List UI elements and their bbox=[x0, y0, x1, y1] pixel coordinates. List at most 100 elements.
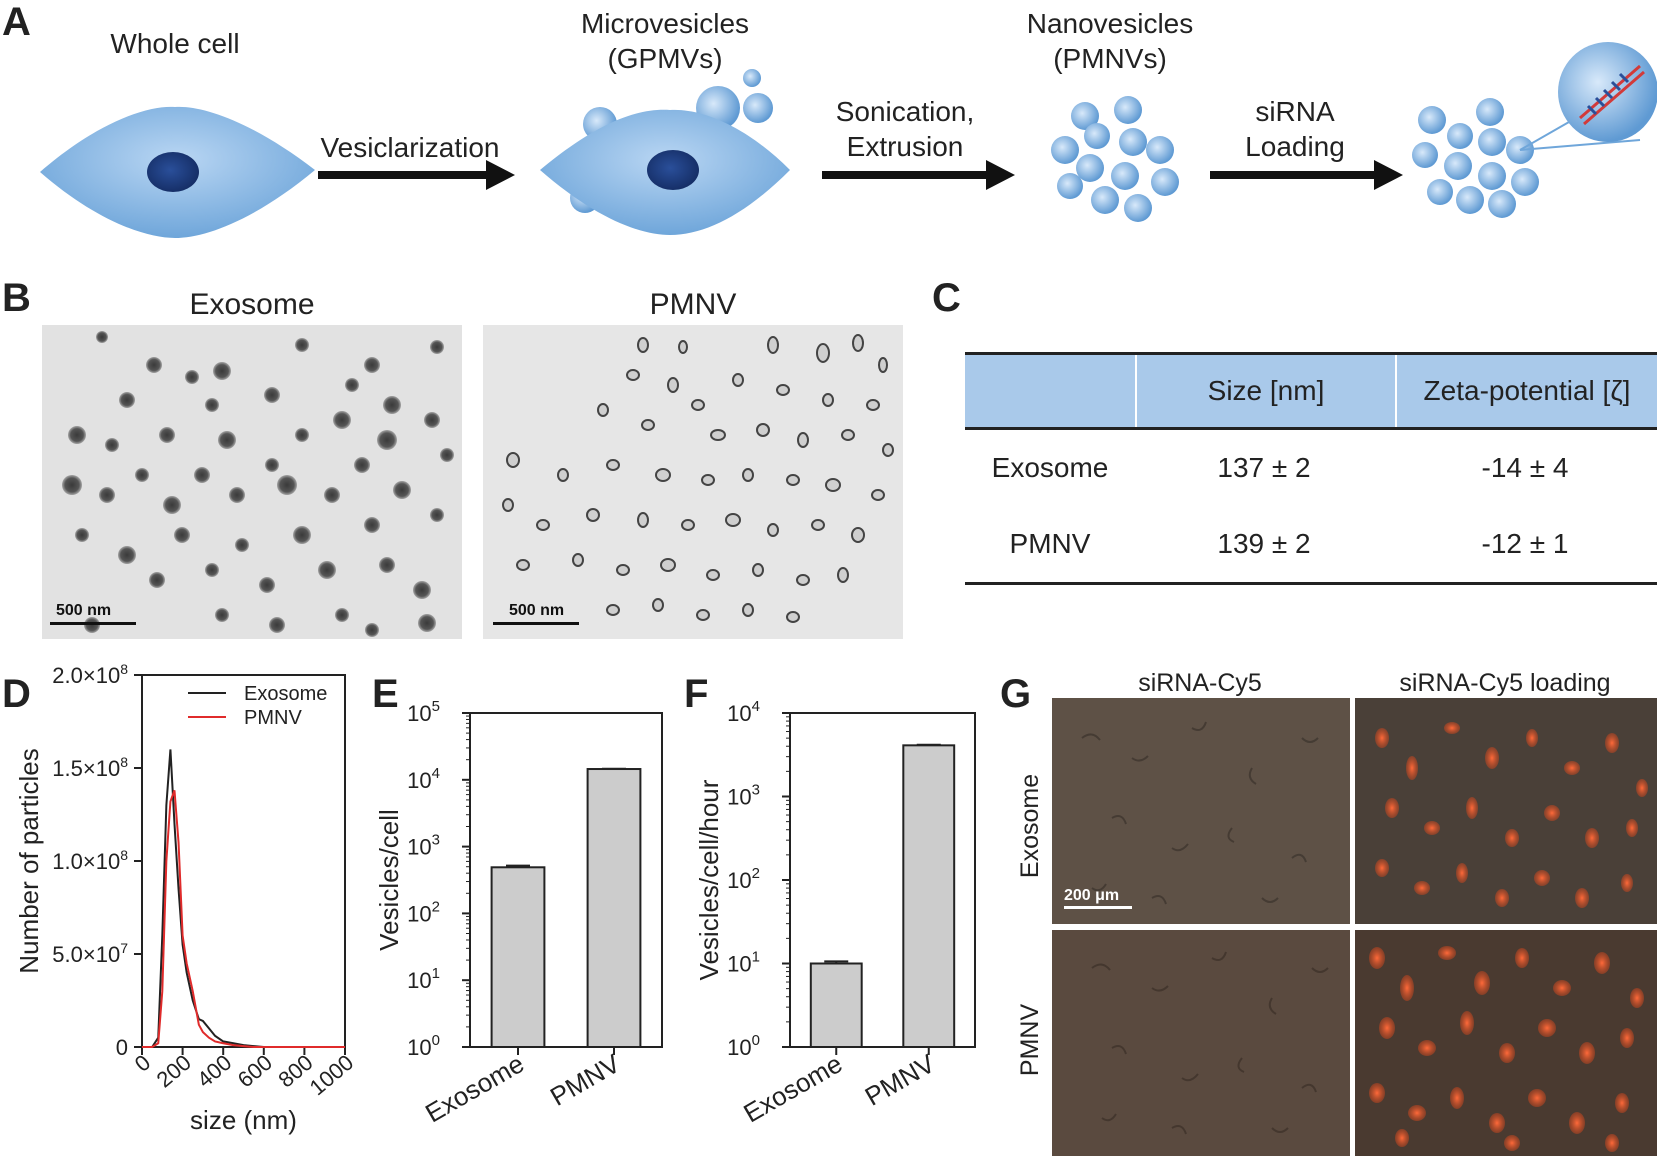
table-row: PMNV 139 ± 2 -12 ± 1 bbox=[965, 506, 1657, 582]
y-tick-label-f: 104 bbox=[727, 698, 760, 726]
table-header-size: Size [nm] bbox=[1137, 355, 1397, 427]
micro-row-label: Exosome bbox=[1000, 774, 1060, 878]
fluorescence-micrographs: 200 μm bbox=[1052, 698, 1657, 1156]
micro-row-label: PMNV bbox=[1000, 1004, 1060, 1076]
stage-whole-cell: Whole cell bbox=[110, 28, 240, 59]
table-bottom-rule bbox=[965, 582, 1657, 585]
charts-svg: 05.0×1071.0×1081.5×1082.0×10802004006008… bbox=[14, 661, 976, 1135]
y-tick-label-f: 100 bbox=[727, 1032, 760, 1060]
panel-e-label: E bbox=[372, 672, 399, 716]
y-axis-label-d: Number of particles bbox=[14, 748, 44, 973]
legend-label: Exosome bbox=[244, 683, 327, 705]
y-tick-label-d: 1.5×108 bbox=[52, 754, 128, 781]
panel-b-label: B bbox=[2, 276, 31, 320]
arrow-sonication bbox=[986, 160, 1015, 190]
micro-row-label-text: PMNV bbox=[1015, 1003, 1044, 1077]
scale-bar-exosome bbox=[50, 622, 136, 625]
y-axis-label-e: Vesicles/cell bbox=[374, 809, 404, 951]
table-header-rule bbox=[965, 427, 1657, 430]
x-tick-label-f: Exosome bbox=[738, 1048, 847, 1128]
loaded-nanovesicle-cluster bbox=[1412, 98, 1641, 218]
y-tick-label-e: 103 bbox=[407, 832, 440, 860]
y-axis-label-f: Vesicles/cell/hour bbox=[694, 779, 724, 980]
bar-e-pmnv bbox=[586, 768, 642, 1048]
tem-image-exosome: 500 nm bbox=[42, 325, 462, 639]
step-sirna-loading: siRNA Loading bbox=[1245, 96, 1345, 162]
x-tick-label-e: PMNV bbox=[545, 1048, 626, 1112]
arrow-sirna-loading bbox=[1374, 160, 1403, 190]
properties-table-wrap: Size [nm] Zeta-potential [ζ] Exosome 137… bbox=[965, 352, 1657, 585]
bar-e-exosome bbox=[490, 866, 546, 1048]
exosome-particles bbox=[62, 331, 454, 637]
arrow-vesiclarization bbox=[486, 160, 515, 190]
y-tick-label-e: 102 bbox=[407, 898, 440, 926]
tem-exosome-title: Exosome bbox=[189, 288, 315, 321]
sirna-helix-icon bbox=[1579, 64, 1645, 126]
micrograph-exosome-loading bbox=[1355, 698, 1657, 924]
panel-c-label: C bbox=[932, 276, 961, 320]
nanovesicle-cluster bbox=[1051, 96, 1179, 222]
scale-bar-label-exosome: 500 nm bbox=[56, 602, 112, 619]
stage-nanovesicles: Nanovesicles (PMNVs) bbox=[1026, 8, 1194, 74]
table-cell-size: 137 ± 2 bbox=[1217, 452, 1311, 483]
panel-f-label: F bbox=[684, 672, 709, 716]
schematic-diagram bbox=[40, 42, 1657, 239]
table-cell-sample: Exosome bbox=[991, 452, 1109, 483]
bar-f-pmnv bbox=[902, 744, 956, 1048]
table-header-zeta: Zeta-potential [ζ] bbox=[1423, 375, 1631, 406]
scale-bar-pmnv bbox=[493, 622, 579, 625]
x-tick-label-d: 600 bbox=[233, 1050, 277, 1093]
y-tick-label-f: 102 bbox=[727, 865, 760, 893]
y-tick-label-e: 101 bbox=[407, 965, 440, 993]
tem-pmnv-title: PMNV bbox=[649, 288, 737, 321]
y-tick-label-d: 0 bbox=[116, 1035, 128, 1060]
x-tick-label-e: Exosome bbox=[420, 1048, 529, 1128]
y-tick-label-e: 100 bbox=[407, 1032, 440, 1060]
step-vesiclarization: Vesiclarization bbox=[320, 132, 500, 163]
y-tick-label-e: 104 bbox=[407, 765, 440, 793]
micrograph-pmnv-sirna bbox=[1052, 930, 1350, 1156]
y-tick-label-f: 103 bbox=[727, 782, 760, 810]
scale-bar-label-pmnv: 500 nm bbox=[509, 602, 565, 619]
panel-g-label: G bbox=[1000, 672, 1032, 716]
micro-row-label-text: Exosome bbox=[1015, 773, 1044, 879]
x-tick-label-d: 1000 bbox=[305, 1050, 359, 1101]
table-cell-zeta: -12 ± 1 bbox=[1481, 528, 1569, 559]
bleb-vesicle bbox=[743, 69, 761, 87]
y-tick-label-d: 1.0×108 bbox=[52, 847, 128, 874]
x-tick-label-d: 200 bbox=[152, 1050, 196, 1093]
y-tick-label-d: 5.0×107 bbox=[52, 940, 128, 967]
table-header-empty bbox=[965, 355, 1137, 427]
table-cell-size: 139 ± 2 bbox=[1217, 528, 1311, 559]
series-line-pmnv bbox=[142, 789, 345, 1048]
y-tick-label-f: 101 bbox=[727, 949, 760, 977]
table-cell-sample: PMNV bbox=[1009, 528, 1091, 559]
panel-a-label: A bbox=[2, 0, 31, 44]
table-header-row: Size [nm] Zeta-potential [ζ] bbox=[965, 355, 1657, 427]
bleb-vesicle bbox=[743, 93, 773, 123]
whole-cell-nucleus bbox=[147, 152, 199, 192]
y-tick-label-e: 105 bbox=[407, 698, 440, 726]
plot-frame-d bbox=[141, 674, 346, 1048]
table-cell-zeta: -14 ± 4 bbox=[1481, 452, 1569, 483]
plot-frame-e bbox=[469, 712, 663, 1048]
step-sonication-extrusion: Sonication, Extrusion bbox=[835, 96, 975, 162]
table-top-rule bbox=[965, 352, 1657, 355]
microvesicle-cell-nucleus bbox=[647, 150, 699, 190]
bar-f-exosome bbox=[809, 962, 863, 1048]
table-row: Exosome 137 ± 2 -14 ± 4 bbox=[965, 430, 1657, 506]
pmnv-particles bbox=[502, 334, 894, 623]
micro-scale-bar-label: 200 μm bbox=[1064, 887, 1119, 904]
legend-label: PMNV bbox=[244, 707, 302, 729]
micro-col-label: siRNA-Cy5 loading bbox=[1399, 669, 1611, 697]
micrograph-exosome-sirna bbox=[1052, 698, 1350, 924]
x-tick-label-f: PMNV bbox=[860, 1048, 941, 1112]
x-axis-label-d: size (nm) bbox=[190, 1105, 297, 1135]
micrograph-pmnv-loading bbox=[1355, 930, 1657, 1156]
panel-d-label: D bbox=[2, 672, 31, 716]
tem-image-pmnv: 500 nm bbox=[483, 325, 903, 639]
y-tick-label-d: 2.0×108 bbox=[52, 661, 128, 688]
micro-col-label: siRNA-Cy5 bbox=[1138, 669, 1262, 697]
x-tick-label-d: 400 bbox=[192, 1050, 236, 1093]
